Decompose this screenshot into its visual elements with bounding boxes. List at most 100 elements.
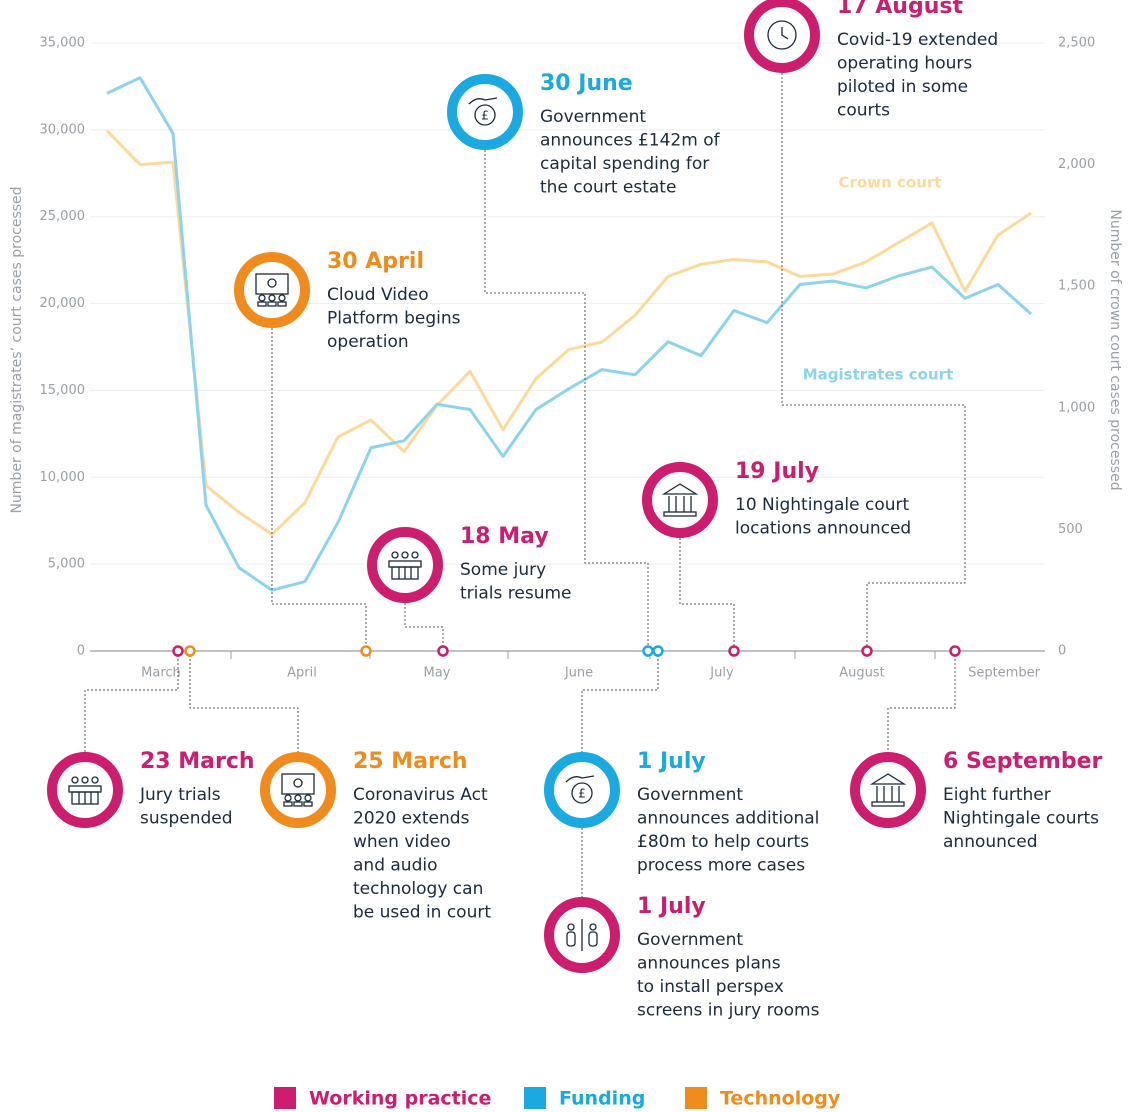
y-tick-label: 0 — [77, 644, 85, 659]
icon-part — [277, 301, 287, 307]
icon-part — [663, 511, 697, 517]
event-text: be used in court — [353, 903, 491, 923]
icon — [767, 20, 797, 50]
event-text: to install perspex — [637, 977, 784, 997]
x-tick-label: August — [839, 666, 885, 681]
icon-part — [571, 782, 593, 804]
event-dot — [184, 645, 196, 657]
icon-part — [401, 551, 409, 559]
connector — [679, 538, 735, 651]
icon-part — [294, 794, 302, 802]
event-title: 19 July — [735, 459, 819, 484]
event-ring — [642, 462, 718, 538]
icon-part — [589, 923, 597, 931]
y2-tick-label: 1,000 — [1058, 400, 1095, 415]
connector — [484, 150, 649, 651]
icon-part — [474, 104, 496, 126]
legend-label: Working practice — [309, 1088, 491, 1110]
event-text: Nightingale courts — [943, 809, 1099, 829]
event-text: Jury trials — [139, 785, 221, 805]
icon-part — [268, 294, 276, 302]
icon-part: £ — [481, 109, 489, 123]
x-tick-label: June — [564, 666, 593, 681]
event-text: operation — [327, 332, 409, 352]
icon — [68, 776, 102, 805]
series-label: Crown court — [839, 174, 942, 192]
event-dot — [652, 645, 664, 657]
icon-part — [566, 931, 576, 947]
icon-part — [767, 20, 797, 50]
y-tick-label: 10,000 — [40, 470, 86, 485]
event-title: 1 July — [637, 894, 706, 919]
icon — [869, 773, 907, 807]
connector — [189, 651, 299, 752]
legend-label: Funding — [559, 1088, 645, 1110]
icon-part — [81, 776, 89, 784]
event-text: Platform begins — [327, 309, 461, 329]
icon-part — [71, 776, 79, 784]
icon: £ — [468, 97, 498, 126]
event-text: piloted in some — [837, 77, 968, 97]
icon-part — [281, 773, 315, 795]
connector — [84, 651, 179, 752]
event-text: trials resume — [460, 584, 572, 604]
event-text: and audio — [353, 856, 438, 876]
event-text: Government — [637, 930, 743, 950]
event-title: 6 September — [943, 749, 1103, 774]
x-tick-label: March — [141, 666, 181, 681]
y2-tick-label: 500 — [1058, 522, 1083, 537]
event-text: 2020 extends — [353, 809, 470, 829]
icon-part: £ — [578, 787, 586, 801]
icon-part — [565, 775, 595, 783]
line-series — [105, 129, 1032, 536]
icon-part — [284, 794, 292, 802]
event-text: £80m to help courts — [637, 832, 809, 852]
event-ring — [234, 252, 310, 328]
icon-part — [411, 551, 419, 559]
event-text: technology can — [353, 879, 483, 899]
connector — [271, 328, 367, 651]
event-dot — [437, 645, 449, 657]
event-ring — [47, 752, 123, 828]
event-title: 17 August — [837, 0, 963, 19]
legend-label: Technology — [720, 1088, 841, 1110]
event-dot — [861, 645, 873, 657]
icon-part — [871, 801, 905, 807]
event-ring — [260, 752, 336, 828]
icon-part — [267, 301, 277, 307]
icon-part — [588, 931, 598, 947]
event-text: process more cases — [637, 856, 805, 876]
event-text: announces plans — [637, 954, 781, 974]
icon — [281, 773, 315, 807]
legend-swatch — [274, 1087, 296, 1109]
event-text: Eight further — [943, 785, 1051, 805]
icon — [661, 483, 699, 517]
icon-part — [257, 301, 267, 307]
y-axis-label: Number of magistrates’ court cases proce… — [9, 186, 25, 513]
event-title: 23 March — [140, 749, 255, 774]
connector — [781, 73, 966, 651]
icon: £ — [565, 775, 595, 804]
icon-part — [283, 801, 293, 807]
event-text: Government — [637, 785, 743, 805]
icon-part — [91, 776, 99, 784]
y-tick-label: 35,000 — [40, 36, 86, 51]
icon — [255, 273, 289, 307]
x-tick-label: May — [424, 666, 451, 681]
event-text: Cloud Video — [327, 285, 429, 305]
icon-part — [293, 801, 303, 807]
y-tick-label: 5,000 — [48, 557, 85, 572]
icon-part — [278, 294, 286, 302]
event-title: 18 May — [460, 524, 549, 549]
event-text: announced — [943, 832, 1038, 852]
icon-part — [255, 273, 289, 295]
y2-tick-label: 2,500 — [1058, 36, 1095, 51]
event-text: Some jury — [460, 560, 546, 580]
y2-tick-label: 1,500 — [1058, 279, 1095, 294]
event-dot — [728, 645, 740, 657]
connector — [887, 651, 956, 752]
y2-axis-label: Number of crown court cases processed — [1107, 209, 1123, 490]
event-text: announces additional — [637, 809, 819, 829]
event-dot — [360, 645, 372, 657]
